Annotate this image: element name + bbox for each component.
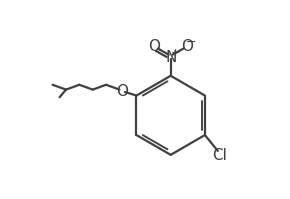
Text: Cl: Cl xyxy=(212,148,227,163)
Text: O: O xyxy=(182,39,193,54)
Text: −: − xyxy=(186,36,196,49)
Text: N: N xyxy=(165,50,176,64)
Text: O: O xyxy=(148,39,160,54)
Text: O: O xyxy=(116,84,128,99)
Text: +: + xyxy=(170,48,180,58)
